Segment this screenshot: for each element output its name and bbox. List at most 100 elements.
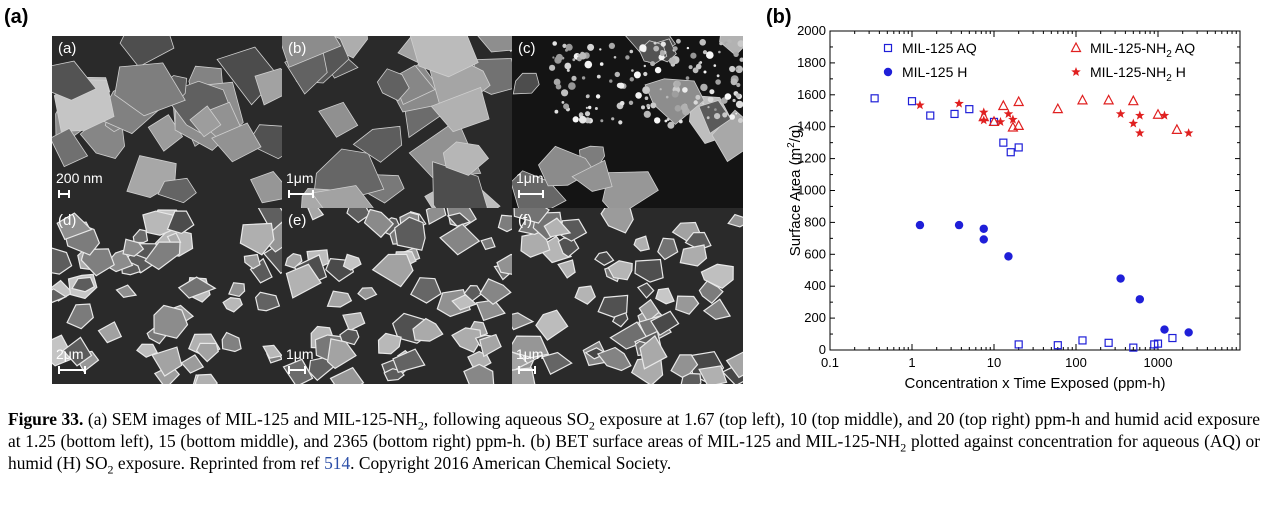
- scale-bar-label: 1μm: [516, 170, 544, 186]
- sem-micrograph-texture: [512, 208, 743, 384]
- sem-tile-letter: (f): [518, 212, 533, 229]
- y-tick-label: 200: [804, 310, 826, 325]
- data-point-mil125-h: [1160, 325, 1169, 334]
- scale-bar: [288, 190, 314, 198]
- y-axis-label: Surface Area (m2/g): [786, 125, 804, 256]
- y-tick-label: 0: [819, 342, 826, 357]
- data-point-mil125-aq: [1104, 338, 1113, 347]
- legend-label-mil125nh2-h: MIL-125-NH2 H: [1090, 64, 1186, 84]
- sem-tile-letter: (d): [58, 212, 77, 229]
- sem-tile-letter: (a): [58, 40, 77, 57]
- data-point-mil125-aq: [1129, 343, 1138, 352]
- data-point-mil125-h: [915, 220, 925, 230]
- data-point-mil125nh2-aq: [1103, 94, 1115, 105]
- data-point-mil125nh2-h: [1008, 114, 1018, 124]
- surface-area-chart: 0 200 400 600 800 1000 1200 1400 1600 1800 2000 0.1…: [786, 23, 1241, 392]
- data-point-mil125-aq: [1014, 143, 1023, 152]
- data-point-mil125nh2-aq: [1127, 94, 1139, 106]
- legend-marker-mil125-h: [883, 67, 893, 77]
- data-point-mil125nh2-h: [1003, 108, 1014, 118]
- figure-caption: Figure 33. (a) SEM images of MIL-125 and…: [8, 409, 1260, 477]
- caption-figure-label: Figure 33.: [8, 409, 84, 429]
- data-point-mil125nh2-h: [1115, 108, 1126, 118]
- data-point-mil125nh2-h: [995, 116, 1006, 126]
- data-point-mil125-aq: [950, 109, 959, 119]
- data-point-mil125-aq: [1153, 339, 1163, 348]
- data-point-mil125nh2-aq: [997, 99, 1009, 111]
- sem-image-b: (b) 1μm: [282, 36, 512, 208]
- data-point-mil125-aq: [1078, 336, 1087, 345]
- panel-b-label: (b): [766, 6, 792, 28]
- scale-bar: [58, 366, 86, 374]
- data-point-mil125-h: [1004, 252, 1013, 261]
- data-point-mil125-aq: [1053, 341, 1062, 350]
- scale-bar: [288, 366, 306, 374]
- data-point-mil125-h: [1184, 328, 1193, 337]
- x-tick-label: 100: [1065, 355, 1087, 370]
- y-tick-label: 600: [804, 246, 826, 261]
- legend-marker-mil125nh2-h: [1071, 67, 1081, 77]
- data-point-mil125nh2-h: [1135, 128, 1145, 138]
- data-point-mil125nh2-aq: [1076, 94, 1088, 105]
- sem-tile-letter: (e): [288, 212, 307, 229]
- x-tick-label: 0.1: [821, 355, 839, 370]
- x-tick-label: 1000: [1144, 355, 1173, 370]
- sem-image-grid: (a) 200 nm (b) 1μm (c) 1μm (d) 2μm (e) 1μm (f) 1μm: [52, 36, 743, 384]
- data-point-mil125nh2-h: [1135, 110, 1145, 120]
- x-tick-label: 1: [908, 355, 915, 370]
- y-tick-label: 1400: [797, 119, 826, 134]
- sem-tile-letter: (b): [288, 40, 307, 57]
- x-tick-label: 10: [987, 355, 1001, 370]
- data-point-mil125nh2-aq: [1013, 119, 1025, 131]
- sem-micrograph-texture: [52, 36, 282, 208]
- data-point-mil125nh2-h: [915, 100, 925, 110]
- y-tick-label: 400: [804, 278, 826, 293]
- data-point-mil125-h: [1116, 274, 1125, 283]
- scale-bar: [518, 366, 536, 374]
- data-point-mil125-h: [979, 235, 988, 244]
- sem-image-a: (a) 200 nm: [52, 36, 282, 208]
- legend-label-mil125nh2-aq: MIL-125-NH2 AQ: [1090, 40, 1195, 60]
- data-point-mil125-h: [954, 220, 964, 230]
- data-point-mil125nh2-aq: [1013, 95, 1025, 107]
- scale-bar: [518, 190, 544, 198]
- data-point-mil125-aq: [1168, 333, 1177, 343]
- legend-marker-mil125nh2-aq: [1070, 41, 1082, 53]
- sem-image-c: (c) 1μm: [512, 36, 743, 208]
- sem-image-d: (d) 2μm: [52, 208, 282, 384]
- y-tick-label: 1600: [797, 87, 826, 102]
- panel-a-label: (a): [4, 6, 29, 28]
- sem-image-e: (e) 1μm: [282, 208, 512, 384]
- data-point-mil125nh2-h: [979, 115, 989, 125]
- reference-link[interactable]: 514: [324, 453, 351, 473]
- y-tick-label: 1200: [797, 151, 826, 166]
- y-tick-label: 800: [804, 214, 826, 229]
- legend-marker-mil125-aq: [883, 43, 893, 53]
- x-axis-label: Concentration x Time Exposed (ppm-h): [905, 375, 1166, 392]
- data-point-mil125nh2-aq: [988, 115, 1000, 127]
- sem-micrograph-texture: [512, 36, 743, 208]
- data-point-mil125nh2-aq: [1171, 123, 1183, 134]
- sem-micrograph-texture: [282, 36, 512, 208]
- data-point-mil125-aq: [999, 138, 1008, 147]
- data-point-mil125nh2-h: [1183, 128, 1194, 138]
- scale-bar-label: 1μm: [516, 346, 544, 362]
- sem-micrograph-texture: [52, 208, 282, 384]
- y-tick-label: 1800: [797, 55, 826, 70]
- scale-bar-label: 1μm: [286, 346, 314, 362]
- data-point-mil125nh2-h: [1159, 110, 1170, 120]
- data-point-mil125-aq: [1006, 148, 1015, 157]
- scale-bar-label: 2μm: [56, 346, 84, 362]
- data-point-mil125-aq: [926, 111, 935, 120]
- scale-bar: [58, 190, 70, 198]
- data-point-mil125-h: [1135, 295, 1145, 304]
- data-point-mil125nh2-h: [954, 98, 964, 108]
- legend-label-mil125-h: MIL-125 H: [902, 64, 967, 80]
- data-point-mil125nh2-aq: [1052, 102, 1064, 114]
- scale-bar-label: 200 nm: [56, 170, 103, 186]
- data-point-mil125-aq: [907, 97, 917, 106]
- scale-bar-label: 1μm: [286, 170, 314, 186]
- data-point-mil125-h: [979, 224, 988, 233]
- y-tick-label: 1000: [797, 183, 826, 198]
- sem-tile-letter: (c): [518, 40, 536, 57]
